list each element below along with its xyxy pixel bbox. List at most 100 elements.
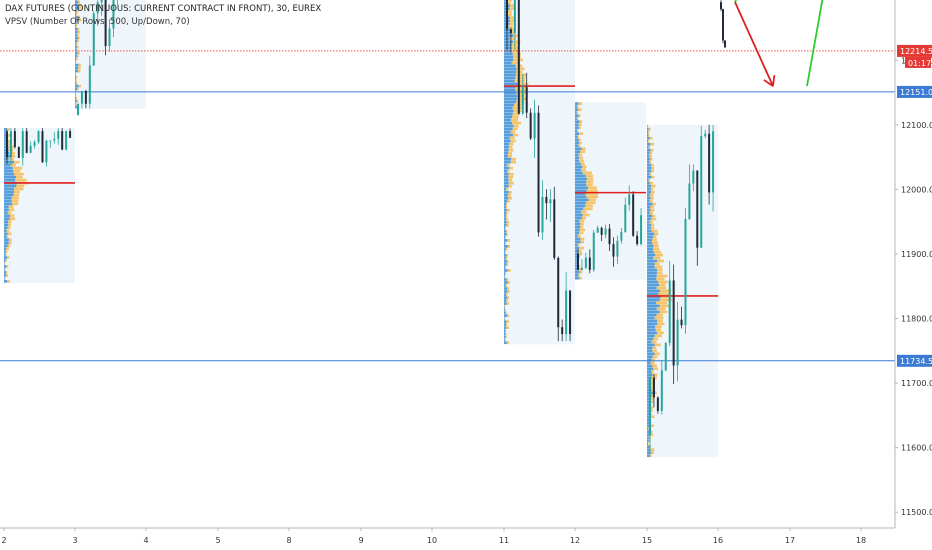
- candle-body: [692, 170, 695, 184]
- profile-box: [75, 0, 146, 109]
- profile-bar-up: [504, 223, 507, 227]
- profile-bar-up: [647, 172, 650, 176]
- profile-bar-up: [504, 199, 508, 203]
- profile-bar-up: [647, 385, 651, 389]
- profile-bar-up: [575, 180, 587, 184]
- candle-body: [668, 280, 671, 343]
- profile-bar-down: [648, 442, 649, 446]
- profile-bar-down: [505, 335, 507, 339]
- profile-bar-down: [652, 364, 657, 368]
- poc-lines: [4, 85, 718, 297]
- profile-bar-up: [647, 361, 651, 365]
- candle-body: [549, 199, 552, 204]
- profile-bar-up: [647, 160, 650, 164]
- profile-bar-down: [78, 3, 82, 7]
- y-tick-label: 11500.0: [901, 508, 932, 517]
- profile-bar-down: [510, 130, 516, 134]
- profile-bar-up: [504, 329, 506, 333]
- profile-bar-down: [77, 39, 80, 43]
- profile-bar-down: [508, 145, 513, 149]
- profile-bar-up: [504, 67, 517, 71]
- profile-bar-down: [649, 160, 652, 164]
- profile-bar-up: [647, 442, 649, 446]
- profile-bar-up: [575, 174, 586, 178]
- profile-bar-down: [656, 268, 663, 272]
- profile-bar-up: [504, 332, 506, 336]
- profile-bar-up: [647, 199, 650, 203]
- profile-bar-down: [506, 302, 509, 305]
- profile-bar-up: [575, 258, 577, 262]
- x-tick-label: 4: [143, 536, 148, 545]
- profile-bar-down: [508, 184, 512, 188]
- profile-bar-down: [516, 100, 525, 104]
- profile-bar-up: [575, 147, 582, 151]
- profile-bar-up: [4, 190, 15, 194]
- profile-bar-down: [657, 322, 665, 326]
- profile-bar-down: [649, 154, 652, 158]
- profile-bar-up: [647, 418, 650, 422]
- profile-bar-up: [75, 30, 78, 34]
- profile-bar-up: [647, 148, 651, 152]
- profile-bar-down: [5, 259, 7, 262]
- profile-bar-down: [650, 187, 654, 191]
- level-lines: [0, 50, 895, 362]
- profile-bar-up: [504, 181, 509, 185]
- profile-bar-up: [75, 72, 76, 76]
- profile-bar-up: [75, 102, 76, 106]
- profile-bar-up: [504, 40, 513, 44]
- profile-bar-down: [516, 67, 525, 71]
- profile-bar-down: [505, 311, 507, 314]
- profile-bar-down: [9, 217, 16, 221]
- profile-bar-up: [647, 271, 657, 275]
- profile-bar-down: [78, 0, 80, 4]
- profile-bar-down: [654, 352, 660, 356]
- profile-bar-down: [649, 454, 652, 458]
- profile-bar-down: [578, 153, 582, 157]
- profile-bar-down: [506, 163, 510, 167]
- profile-bar-down: [582, 213, 590, 217]
- profile-bar-up: [647, 223, 652, 227]
- candle-body: [676, 319, 679, 366]
- profile-bar-down: [656, 277, 665, 281]
- profile-bar-down: [580, 150, 586, 154]
- profile-bar-down: [507, 269, 511, 272]
- profile-bar-up: [575, 210, 581, 214]
- profile-bar-down: [505, 248, 508, 251]
- profile-bar-down: [578, 144, 581, 148]
- profile-bar-up: [647, 340, 652, 344]
- profile-bar-down: [652, 247, 660, 251]
- profile-bar-down: [75, 102, 77, 106]
- profile-bar-down: [651, 166, 655, 170]
- profile-bar-up: [647, 337, 654, 341]
- arrow-head: [763, 79, 774, 87]
- profile-bar-up: [647, 301, 657, 305]
- profile-bar-up: [75, 87, 78, 91]
- profile-bar-up: [504, 100, 517, 104]
- profile-bar-up: [4, 250, 6, 253]
- profile-bar-down: [5, 253, 7, 256]
- x-tick-label: 5: [215, 536, 220, 545]
- current-price-tag: [897, 44, 932, 57]
- profile-bar-down: [655, 253, 663, 257]
- profile-bar-down: [6, 265, 9, 268]
- profile-bar-up: [575, 201, 586, 205]
- profile-bar-up: [647, 241, 652, 245]
- profile-bar-up: [647, 151, 650, 155]
- profile-bar-up: [647, 265, 655, 269]
- profile-bar-up: [504, 335, 506, 339]
- profile-bar-up: [504, 196, 509, 200]
- profile-bar-up: [647, 202, 653, 206]
- profile-bar-up: [504, 320, 507, 323]
- indicator-label: VPSV (Number Of Rows, 500, Up/Down, 70): [5, 17, 190, 27]
- profile-bar-up: [75, 63, 79, 67]
- profile-bar-down: [652, 373, 658, 377]
- profile-bar-down: [513, 109, 522, 113]
- profile-bar-down: [7, 226, 11, 230]
- profile-bar-up: [4, 175, 17, 179]
- profile-bar-down: [659, 298, 673, 302]
- candle-body: [588, 257, 591, 270]
- profile-bar-down: [656, 313, 663, 317]
- profile-bar-up: [504, 136, 510, 140]
- profile-bar-up: [647, 415, 651, 419]
